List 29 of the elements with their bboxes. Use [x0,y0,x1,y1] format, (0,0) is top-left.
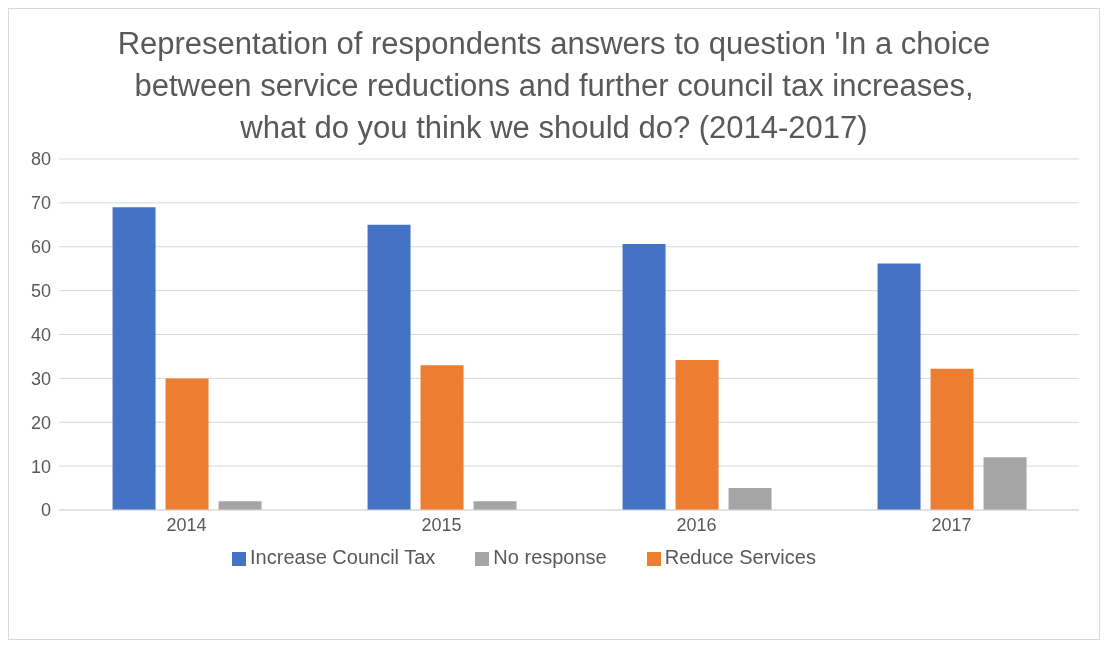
bar [165,378,209,510]
bar [420,365,464,510]
y-tick-label: 70 [30,193,51,214]
y-tick-label: 10 [30,456,51,477]
y-tick-label: 80 [30,149,51,170]
bar [622,244,666,510]
bar [728,488,772,510]
y-tick-label: 40 [30,324,51,345]
y-tick-label: 60 [30,237,51,258]
legend-label: Increase Council Tax [250,546,436,568]
y-tick-label: 30 [30,368,51,389]
bar [983,457,1027,510]
bar [112,207,156,510]
legend-label: Reduce Services [664,546,816,568]
chart-title: Representation of respondents answers to question 'In a choice between service reductions and further council tax increases, what do you think we should do? (2014-2017) [116,25,992,147]
bar [877,263,921,510]
y-tick-label: 20 [30,412,51,433]
bar [218,501,262,510]
x-tick-label: 2017 [931,514,972,535]
y-tick-label: 0 [40,500,51,521]
x-tick-label: 2014 [166,514,207,535]
bar [930,368,974,510]
bar [473,501,517,510]
x-tick-label: 2016 [676,514,717,535]
legend-label: No response [493,546,607,568]
x-tick-label: 2015 [421,514,462,535]
y-tick-label: 50 [30,281,51,302]
bar [367,224,411,510]
bar [675,359,719,510]
